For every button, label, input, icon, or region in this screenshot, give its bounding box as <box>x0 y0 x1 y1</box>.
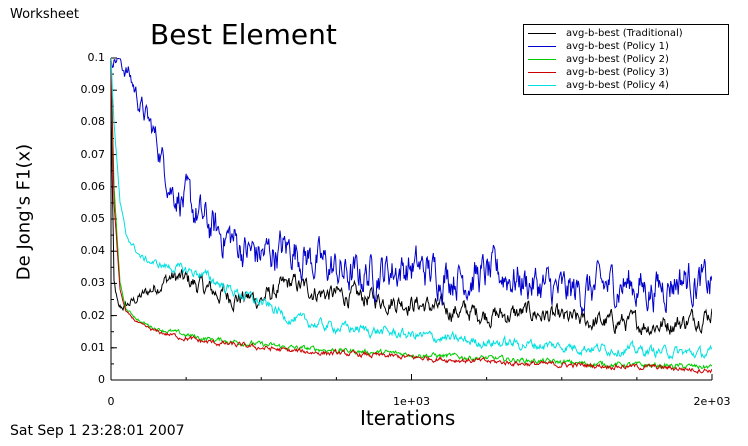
legend-item: avg-b-best (Policy 3) <box>528 67 669 78</box>
legend-swatch <box>528 85 556 86</box>
y-tick-label: 0.01 <box>80 340 106 354</box>
series-line <box>111 58 712 315</box>
legend-item: avg-b-best (Policy 1) <box>528 41 669 52</box>
series-line <box>111 58 712 375</box>
legend-label: avg-b-best (Policy 2) <box>566 54 669 65</box>
legend-label: avg-b-best (Policy 3) <box>566 67 669 78</box>
legend-item: avg-b-best (Policy 2) <box>528 54 669 65</box>
x-tick-label: 0 <box>107 395 115 408</box>
series-line <box>111 105 712 336</box>
series-line <box>111 58 712 370</box>
window-title: Worksheet <box>10 7 80 22</box>
y-tick-label: 0.1 <box>87 51 106 64</box>
x-tick-label: 1e+03 <box>393 395 430 408</box>
legend-label: avg-b-best (Traditional) <box>566 28 683 39</box>
y-tick-label: 0.05 <box>80 212 106 225</box>
legend-label: avg-b-best (Policy 1) <box>566 41 669 52</box>
legend-swatch <box>528 46 556 47</box>
series-line <box>111 58 712 360</box>
legend-item: avg-b-best (Policy 4) <box>528 80 669 91</box>
y-tick-label: 0.08 <box>80 115 106 129</box>
x-axis-label: Iterations <box>360 406 456 430</box>
legend-item: avg-b-best (Traditional) <box>528 28 683 39</box>
legend: avg-b-best (Traditional) avg-b-best (Pol… <box>523 24 729 95</box>
timestamp: Sat Sep 1 23:28:01 2007 <box>10 423 185 439</box>
y-tick-label: 0.02 <box>80 308 106 322</box>
y-tick-label: 0.04 <box>80 244 106 258</box>
y-tick-label: 0.09 <box>80 83 106 97</box>
legend-swatch <box>528 33 556 34</box>
legend-swatch <box>528 72 556 73</box>
y-tick-label: 0 <box>98 373 105 386</box>
y-tick-label: 0.07 <box>80 147 106 161</box>
x-tick-label: 2e+03 <box>693 395 731 408</box>
y-tick-label: 0.06 <box>80 179 106 193</box>
legend-label: avg-b-best (Policy 4) <box>566 80 669 91</box>
legend-swatch <box>528 59 556 60</box>
chart-title: Best Element <box>150 18 337 51</box>
y-tick-label: 0.03 <box>80 276 106 290</box>
